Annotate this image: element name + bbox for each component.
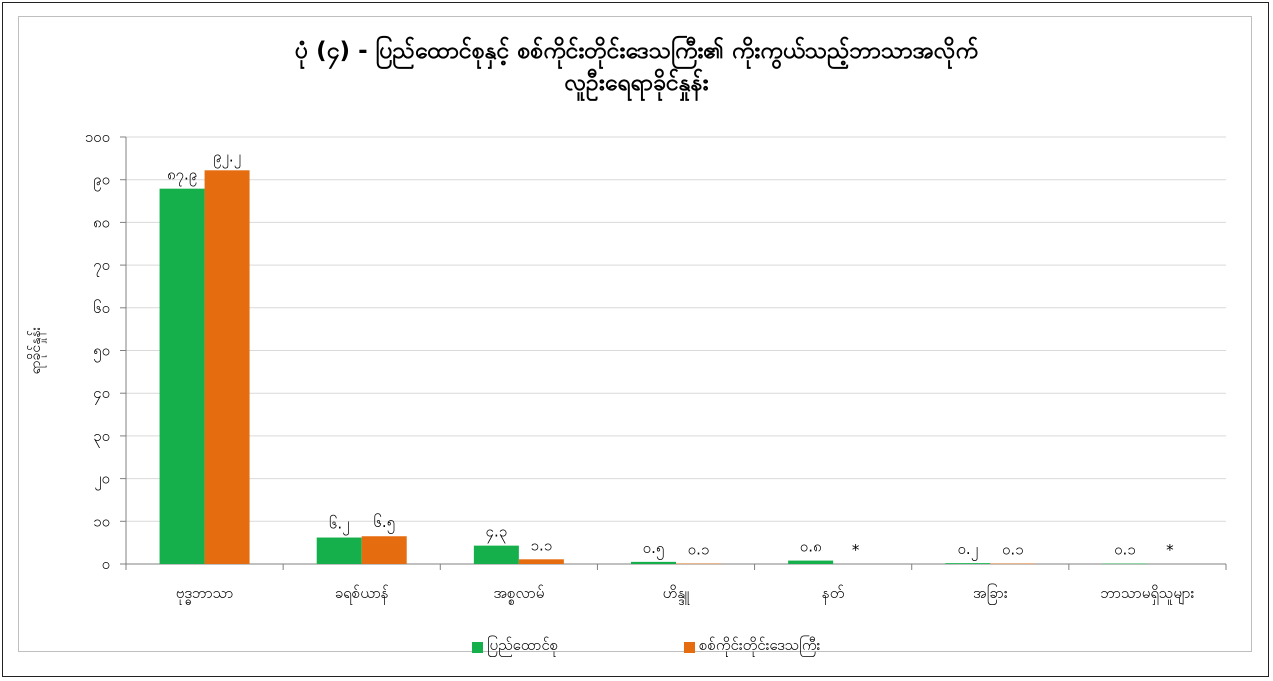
bar-series-2 bbox=[518, 559, 564, 564]
y-tick-label: ၀ bbox=[102, 555, 110, 573]
data-label-series-1: ၈၇.၉ bbox=[167, 166, 197, 187]
legend-label-series-2: စစ်ကိုင်းတိုင်းဒေသကြီး bbox=[699, 636, 821, 654]
y-tick-label: ၁၀ bbox=[93, 512, 110, 530]
y-tick-label: ၈၀ bbox=[93, 213, 110, 231]
data-label-series-2: ၉၂.၂ bbox=[213, 147, 241, 168]
bar-series-2 bbox=[990, 563, 1036, 565]
chart-title-line-1: ပုံ (၄) - ပြည်ထောင်စုနှင့် စစ်ကိုင်းတိုင… bbox=[294, 38, 978, 64]
bar-series-1 bbox=[159, 188, 205, 565]
data-label-series-1: ၀.၅ bbox=[643, 539, 665, 560]
legend-label-series-1: ပြည်ထောင်စု bbox=[487, 636, 559, 654]
bar-series-1 bbox=[316, 537, 362, 564]
data-label-series-2: * bbox=[1166, 541, 1174, 559]
bar-series-1 bbox=[631, 561, 676, 564]
bar-series-2 bbox=[361, 536, 407, 564]
y-tick-label: ၅၀ bbox=[93, 342, 110, 363]
data-label-series-1: ၀.၂ bbox=[957, 540, 978, 561]
data-label-series-2: ၀.၁ bbox=[688, 541, 710, 559]
data-label-series-1: ၀.၁ bbox=[1114, 541, 1136, 559]
bar-series-1 bbox=[1102, 563, 1148, 565]
y-tick-label: ၆၀ bbox=[93, 299, 110, 317]
y-tick-label: ၇၀ bbox=[93, 256, 110, 277]
data-label-series-1: ၄.၃ bbox=[486, 523, 508, 544]
y-tick-label: ၁၀၀ bbox=[85, 128, 110, 146]
bar-series-1 bbox=[788, 560, 834, 564]
data-label-series-2: ၆.၅ bbox=[373, 513, 395, 534]
bar-series-2 bbox=[676, 563, 721, 565]
y-tick-label: ၂၀ bbox=[94, 470, 110, 491]
y-tick-label: ၃၀ bbox=[93, 427, 110, 448]
legend-swatch-series-2 bbox=[684, 641, 695, 653]
x-category-label: ဟိန္ဒူ bbox=[663, 584, 690, 605]
bar-series-1 bbox=[945, 563, 991, 564]
data-label-series-2: * bbox=[852, 541, 860, 559]
x-category-label: ဗုဒ္ဓဘာသာ bbox=[176, 584, 234, 605]
y-axis-label: ရာခိုင်နှုန်း bbox=[28, 326, 46, 374]
data-label-series-1: ၀.၈ bbox=[800, 538, 822, 556]
legend-item-series-1: ပြည်ထောင်စု bbox=[472, 636, 558, 658]
data-label-series-2: ၁.၁ bbox=[531, 536, 553, 554]
bar-series-1 bbox=[473, 545, 519, 564]
legend-swatch-series-1 bbox=[472, 641, 483, 653]
data-label-series-2: ၀.၁ bbox=[1002, 541, 1024, 559]
x-category-label: ဘာသာမရှိသူများ bbox=[1100, 584, 1194, 605]
y-tick-label: ၉၀ bbox=[93, 171, 110, 192]
chart-area-border bbox=[18, 16, 1252, 652]
bar-series-2 bbox=[204, 170, 250, 564]
chart-title-line-2: လူဦးရေရာခိုင်နှုန်း bbox=[564, 70, 709, 96]
x-category-label: အစ္စလာမ် bbox=[493, 584, 544, 605]
x-category-label: နတ် bbox=[822, 584, 844, 605]
x-category-label: အခြား bbox=[973, 583, 1008, 605]
data-label-series-1: ၆.၂ bbox=[329, 515, 350, 536]
legend-item-series-2: စစ်ကိုင်းတိုင်းဒေသကြီး bbox=[684, 636, 820, 658]
x-category-label: ခရစ်ယာန် bbox=[335, 584, 389, 605]
y-tick-label: ၄၀ bbox=[93, 384, 110, 405]
